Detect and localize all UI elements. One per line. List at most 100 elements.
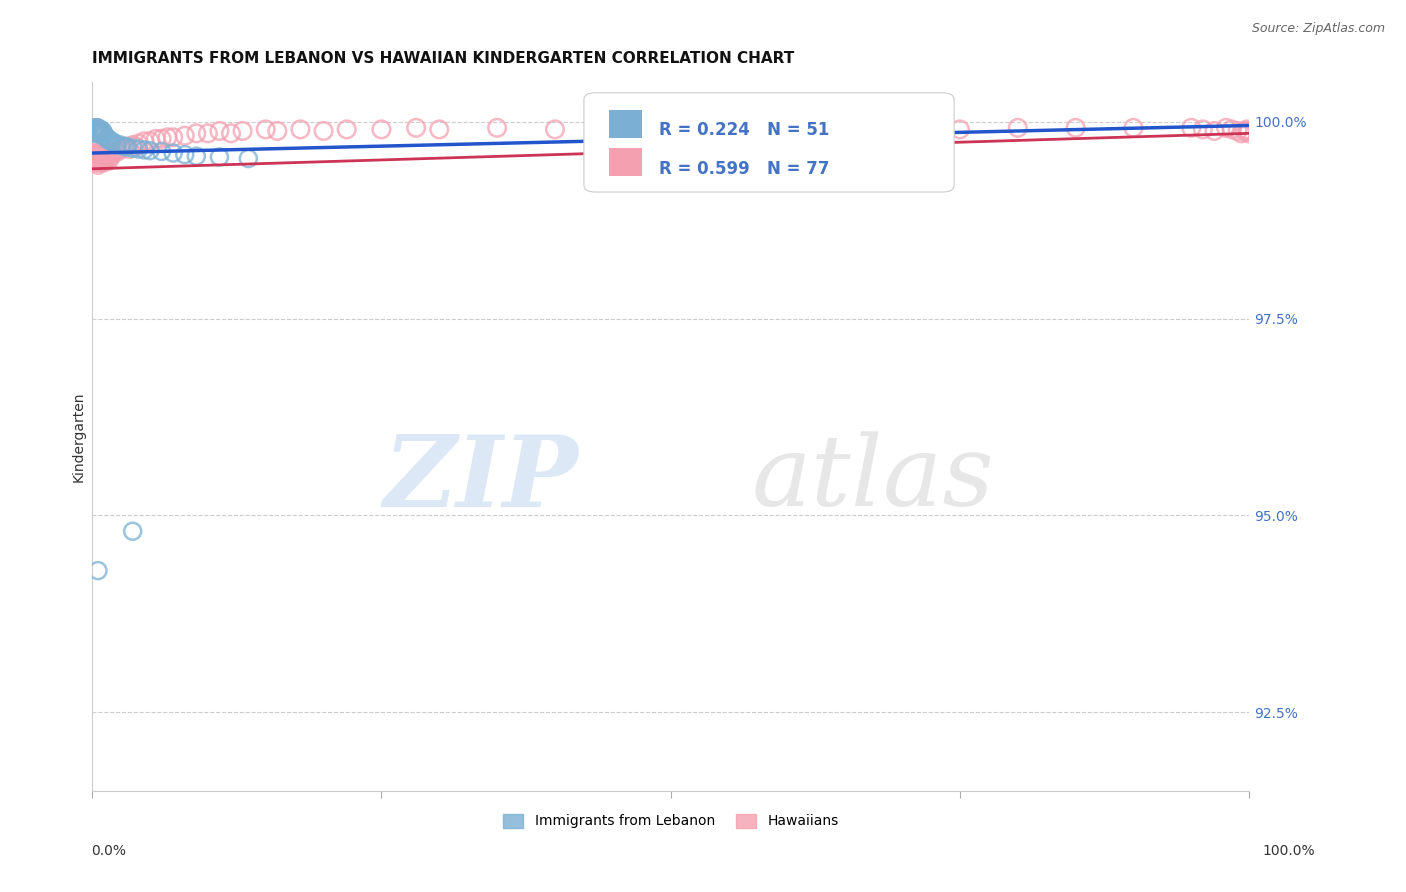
Point bbox=[89, 126, 111, 140]
Point bbox=[83, 147, 105, 161]
Point bbox=[94, 128, 117, 143]
Point bbox=[336, 122, 359, 136]
Point bbox=[486, 120, 509, 135]
Point bbox=[370, 122, 392, 136]
Point bbox=[83, 153, 105, 167]
Point bbox=[427, 122, 450, 136]
Point bbox=[86, 122, 108, 136]
Bar bbox=[609, 148, 641, 177]
Point bbox=[1007, 120, 1029, 135]
Point bbox=[134, 143, 156, 157]
Point bbox=[1192, 122, 1215, 136]
Point bbox=[89, 122, 111, 136]
Text: atlas: atlas bbox=[752, 432, 994, 527]
Point bbox=[405, 120, 427, 135]
Point bbox=[94, 130, 117, 145]
Point bbox=[118, 142, 141, 156]
Y-axis label: Kindergarten: Kindergarten bbox=[72, 392, 86, 482]
Point bbox=[208, 150, 231, 164]
Point bbox=[162, 130, 184, 145]
Point bbox=[91, 153, 114, 167]
Point bbox=[1236, 122, 1258, 136]
Point bbox=[90, 124, 112, 138]
Point bbox=[156, 130, 179, 145]
Bar bbox=[609, 110, 641, 138]
Point bbox=[94, 150, 117, 164]
Point bbox=[150, 145, 173, 159]
Point bbox=[115, 140, 138, 154]
Point bbox=[110, 138, 132, 153]
Point bbox=[544, 122, 567, 136]
Point bbox=[114, 140, 136, 154]
Point bbox=[659, 122, 682, 136]
Text: R = 0.224   N = 51: R = 0.224 N = 51 bbox=[659, 121, 830, 139]
Point bbox=[1233, 124, 1256, 138]
Point bbox=[90, 126, 112, 140]
Point bbox=[89, 155, 111, 169]
Point bbox=[96, 132, 118, 146]
Point bbox=[84, 155, 107, 169]
Point bbox=[100, 134, 122, 148]
Point bbox=[93, 126, 115, 140]
Point bbox=[266, 124, 288, 138]
Point bbox=[97, 132, 120, 146]
Point bbox=[110, 142, 132, 156]
Point bbox=[602, 120, 624, 135]
Text: 0.0%: 0.0% bbox=[91, 844, 127, 858]
Point bbox=[87, 564, 110, 578]
Point bbox=[89, 124, 111, 138]
Point bbox=[89, 124, 111, 138]
Point bbox=[83, 124, 105, 138]
Point bbox=[90, 153, 112, 168]
Point bbox=[1237, 124, 1260, 138]
Point bbox=[83, 122, 105, 136]
Point bbox=[197, 126, 219, 140]
Point bbox=[84, 124, 107, 138]
Point bbox=[1237, 126, 1260, 140]
Point bbox=[1122, 120, 1144, 135]
Text: Source: ZipAtlas.com: Source: ZipAtlas.com bbox=[1251, 22, 1385, 36]
Point bbox=[86, 146, 108, 161]
Point bbox=[173, 147, 195, 161]
Point bbox=[186, 149, 208, 163]
Point bbox=[254, 122, 277, 136]
Point bbox=[89, 147, 111, 161]
Point bbox=[114, 140, 136, 154]
Text: IMMIGRANTS FROM LEBANON VS HAWAIIAN KINDERGARTEN CORRELATION CHART: IMMIGRANTS FROM LEBANON VS HAWAIIAN KIND… bbox=[93, 51, 794, 66]
Point bbox=[93, 155, 115, 169]
Point bbox=[89, 146, 111, 161]
Point bbox=[127, 142, 149, 156]
Point bbox=[84, 150, 107, 164]
Point bbox=[173, 128, 195, 143]
Point bbox=[90, 146, 112, 161]
Point bbox=[1204, 124, 1226, 138]
Point bbox=[186, 126, 208, 140]
Point bbox=[1180, 120, 1202, 135]
Point bbox=[82, 146, 104, 161]
Point bbox=[107, 138, 129, 153]
Point bbox=[84, 122, 107, 136]
Point bbox=[219, 126, 242, 140]
Point bbox=[97, 153, 120, 168]
Point bbox=[91, 128, 114, 143]
Point bbox=[104, 145, 127, 159]
Point bbox=[949, 122, 972, 136]
Point bbox=[87, 147, 110, 161]
Point bbox=[86, 153, 108, 168]
Legend: Immigrants from Lebanon, Hawaiians: Immigrants from Lebanon, Hawaiians bbox=[496, 808, 845, 834]
Point bbox=[775, 122, 797, 136]
Point bbox=[1226, 124, 1249, 138]
Point bbox=[87, 158, 110, 172]
Point bbox=[96, 147, 118, 161]
Point bbox=[139, 144, 162, 158]
Point bbox=[121, 141, 143, 155]
Point bbox=[82, 120, 104, 135]
Point bbox=[232, 124, 254, 138]
Point bbox=[162, 146, 184, 161]
Point bbox=[87, 126, 110, 140]
Point bbox=[150, 132, 173, 146]
Point bbox=[89, 122, 111, 136]
FancyBboxPatch shape bbox=[583, 93, 955, 192]
Point bbox=[208, 124, 231, 138]
Point bbox=[87, 122, 110, 136]
